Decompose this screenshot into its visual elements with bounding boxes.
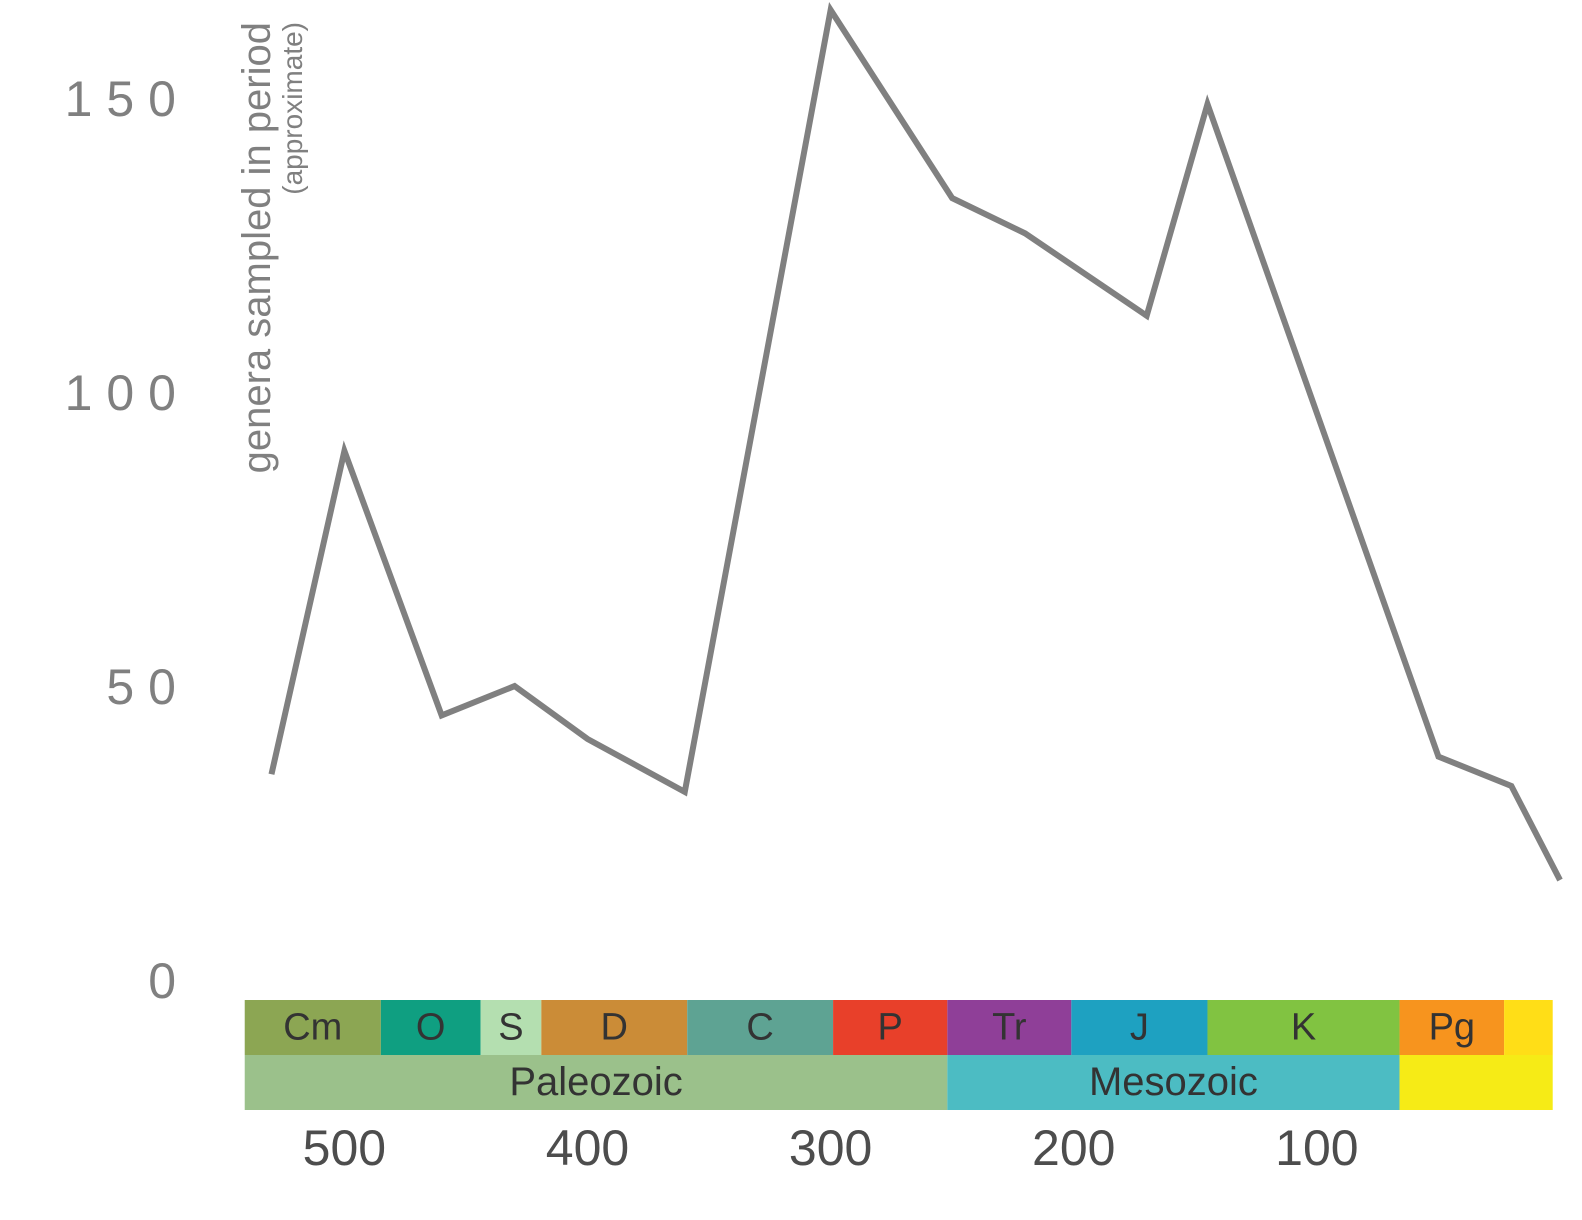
x-tick-label: 100 — [1275, 1120, 1358, 1176]
x-axis-ticks: 500 400 300 200 100 — [303, 1120, 1359, 1176]
series-line — [271, 10, 1560, 880]
period-band: Cm O S D C P Tr J K Pg — [245, 1000, 1553, 1055]
x-tick-label: 200 — [1032, 1120, 1115, 1176]
period-cell — [1504, 1000, 1553, 1055]
x-tick-label: 300 — [789, 1120, 872, 1176]
y-axis-ticks: 0 50 100 150 — [65, 71, 190, 1009]
period-label: O — [416, 1007, 446, 1049]
period-label: K — [1291, 1007, 1316, 1049]
era-band: Paleozoic Mesozoic — [245, 1055, 1553, 1110]
period-label: Pg — [1429, 1007, 1475, 1049]
period-label: S — [498, 1007, 523, 1049]
period-label: C — [746, 1007, 773, 1049]
x-tick-label: 500 — [303, 1120, 386, 1176]
period-label: D — [601, 1007, 628, 1049]
period-label: P — [878, 1007, 903, 1049]
period-label: Cm — [283, 1007, 342, 1049]
era-cell — [1400, 1055, 1553, 1110]
genera-chart: genera sampled in period (approximate) 0… — [0, 0, 1582, 1220]
y-axis-title: genera sampled in period — [235, 22, 279, 473]
y-tick-label: 0 — [148, 953, 190, 1009]
era-label: Paleozoic — [509, 1060, 682, 1104]
y-tick-label: 50 — [106, 659, 190, 715]
era-label: Mesozoic — [1089, 1060, 1258, 1104]
y-axis-subtitle: (approximate) — [277, 22, 308, 195]
y-tick-label: 100 — [65, 365, 190, 421]
period-label: J — [1130, 1007, 1149, 1049]
period-label: Tr — [992, 1007, 1027, 1049]
x-tick-label: 400 — [546, 1120, 629, 1176]
y-tick-label: 150 — [65, 71, 190, 127]
